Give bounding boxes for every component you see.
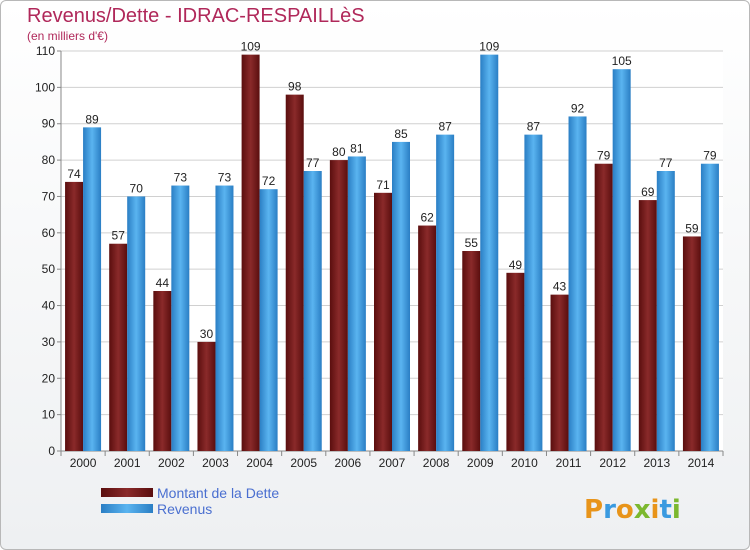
data-label-revenus-2010: 87 [527,120,541,134]
data-label-dette-2009: 55 [465,236,479,250]
y-tick-label: 40 [42,299,56,313]
bar-revenus-2009 [480,54,499,452]
y-tick-label: 20 [42,371,56,385]
bar-dette-2004 [241,54,260,452]
data-label-dette-2014: 59 [685,221,699,235]
bar-dette-2003 [197,341,216,451]
bar-dette-2014 [682,236,701,451]
bar-revenus-2003 [215,185,234,451]
data-label-revenus-2005: 77 [306,156,320,170]
data-label-dette-2008: 62 [420,211,434,225]
data-label-dette-2002: 44 [156,276,170,290]
bar-revenus-2012 [612,69,631,451]
data-label-dette-2006: 80 [332,145,346,159]
data-label-dette-2005: 98 [288,80,302,94]
bar-revenus-2010 [524,134,543,452]
data-label-revenus-2008: 87 [438,120,452,134]
bar-dette-2012 [594,163,613,451]
bar-dette-2001 [109,243,128,451]
proxiti-logo: Proxiti [584,495,681,525]
bar-dette-2008 [418,225,437,451]
y-tick-label: 100 [35,80,55,94]
y-tick-label: 30 [42,335,56,349]
bar-dette-2005 [285,94,304,452]
data-label-dette-2007: 71 [376,178,390,192]
bar-revenus-2014 [700,163,719,451]
x-tick-label-2006: 2006 [335,456,362,470]
bar-dette-2007 [374,192,392,451]
data-label-revenus-2006: 81 [350,141,364,155]
data-label-revenus-2011: 92 [571,101,585,115]
bar-revenus-2002 [171,185,190,451]
bar-revenus-2013 [656,171,675,451]
data-label-dette-2012: 79 [597,149,611,163]
bar-revenus-2006 [347,156,366,452]
x-tick-label-2004: 2004 [246,456,273,470]
bar-revenus-2011 [568,116,587,452]
y-tick-label: 90 [42,117,56,131]
bar-dette-2006 [329,160,348,451]
data-label-dette-2003: 30 [200,327,214,341]
x-tick-label-2014: 2014 [688,456,715,470]
bar-revenus-2000 [83,127,102,451]
data-label-revenus-2007: 85 [394,127,408,141]
data-label-dette-2010: 49 [509,258,523,272]
x-tick-label-2012: 2012 [599,456,626,470]
data-label-revenus-2009: 109 [479,40,499,54]
data-label-dette-2011: 43 [553,280,567,294]
x-tick-label-2010: 2010 [511,456,538,470]
legend-label-revenus: Revenus [157,501,212,517]
chart-title: Revenus/Dette - IDRAC-RESPAILLèS [27,5,365,27]
bar-revenus-2007 [392,141,410,451]
y-tick-label: 60 [42,226,56,240]
y-tick-label: 10 [42,408,56,422]
data-label-revenus-2002: 73 [174,171,188,185]
y-tick-label: 70 [42,189,56,203]
x-tick-label-2009: 2009 [467,456,494,470]
x-tick-label-2003: 2003 [202,456,229,470]
y-tick-label: 0 [48,444,55,458]
legend-swatch-dette [101,488,153,497]
y-tick-label: 110 [36,44,55,58]
data-label-revenus-2013: 77 [659,156,673,170]
data-label-dette-2004: 109 [241,40,261,54]
legend-label-dette: Montant de la Dette [157,485,279,501]
bar-dette-2010 [506,272,525,451]
x-tick-label-2005: 2005 [290,456,317,470]
x-tick-label-2001: 2001 [114,456,141,470]
x-tick-label-2002: 2002 [158,456,185,470]
bar-dette-2009 [462,251,481,451]
bar-dette-2002 [153,291,172,451]
data-label-revenus-2000: 89 [85,112,99,126]
bar-revenus-2005 [303,171,322,451]
bar-revenus-2001 [127,196,146,451]
bar-dette-2000 [65,181,84,451]
data-label-revenus-2014: 79 [703,149,717,163]
data-label-revenus-2012: 105 [612,54,632,68]
x-tick-label-2000: 2000 [70,456,97,470]
x-tick-label-2008: 2008 [423,456,450,470]
y-tick-label: 50 [42,262,56,276]
data-label-revenus-2001: 70 [130,181,144,195]
x-tick-label-2007: 2007 [379,456,406,470]
data-label-dette-2013: 69 [641,185,655,199]
bar-dette-2013 [638,200,657,451]
bar-revenus-2004 [259,189,278,451]
chart-subtitle: (en milliers d'€) [27,29,108,43]
x-tick-label-2013: 2013 [643,456,670,470]
data-label-dette-2000: 74 [67,167,81,181]
bar-revenus-2008 [436,134,455,452]
data-label-revenus-2004: 72 [262,174,276,188]
data-label-dette-2001: 57 [112,229,126,243]
bar-dette-2011 [550,294,569,451]
x-tick-label-2011: 2011 [556,456,582,470]
legend-swatch-revenus [101,504,153,513]
y-tick-label: 80 [42,153,56,167]
data-label-revenus-2003: 73 [218,171,232,185]
